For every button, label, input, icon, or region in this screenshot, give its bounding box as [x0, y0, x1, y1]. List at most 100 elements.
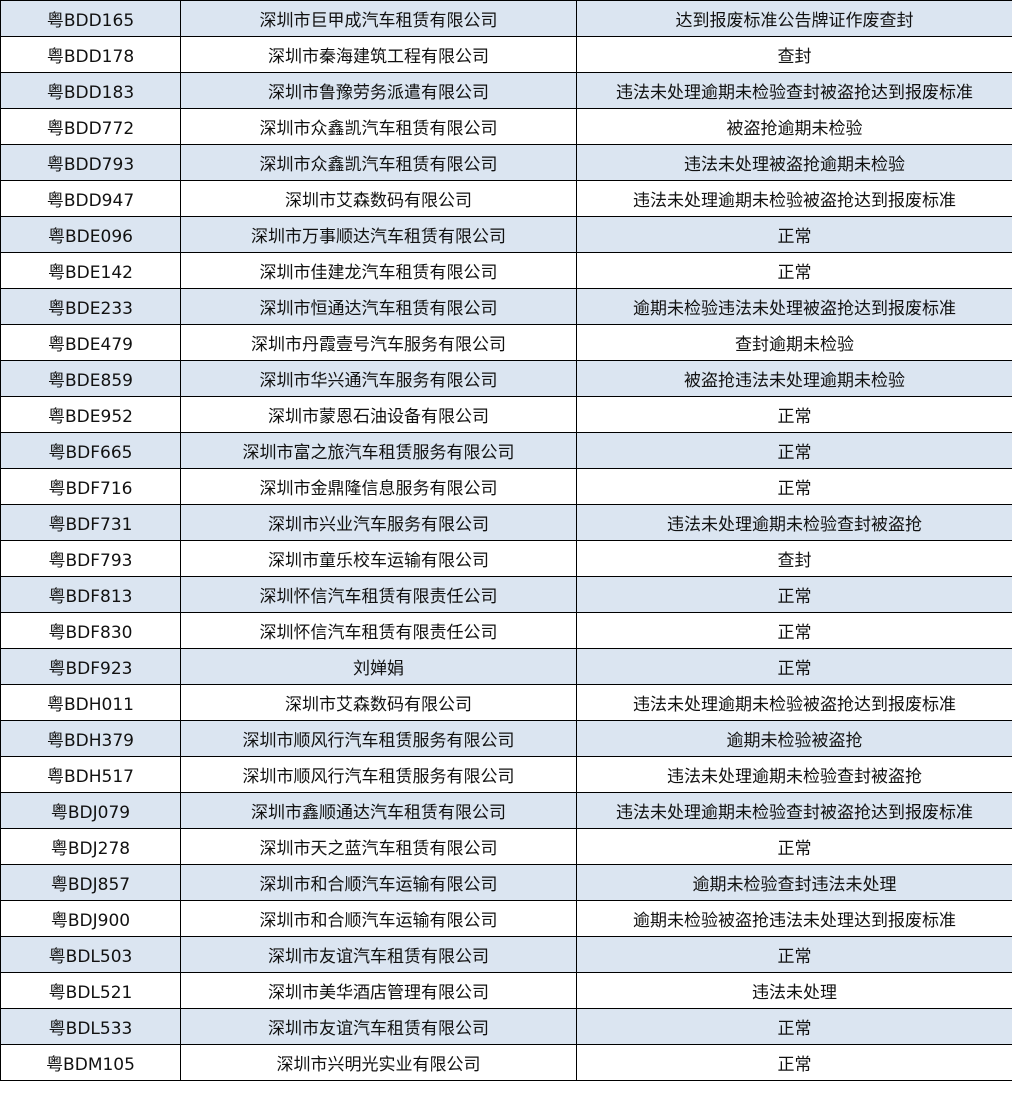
plate-cell: 粤BDJ900 [0, 900, 181, 937]
owner-cell: 深圳市友谊汽车租赁有限公司 [180, 936, 577, 973]
table-row: 粤BDD793 深圳市众鑫凯汽车租赁有限公司 违法未处理被盗抢逾期未检验 [0, 144, 1012, 181]
table-row: 粤BDD165 深圳市巨甲成汽车租赁有限公司 达到报废标准公告牌证作废查封 [0, 0, 1012, 37]
status-cell: 正常 [576, 1008, 1012, 1045]
table-row: 粤BDE859 深圳市华兴通汽车服务有限公司 被盗抢违法未处理逾期未检验 [0, 360, 1012, 397]
table-row: 粤BDL503 深圳市友谊汽车租赁有限公司 正常 [0, 936, 1012, 973]
plate-cell: 粤BDD165 [0, 0, 181, 37]
plate-cell: 粤BDE479 [0, 324, 181, 361]
table-row: 粤BDF731 深圳市兴业汽车服务有限公司 违法未处理逾期未检验查封被盗抢 [0, 504, 1012, 541]
status-cell: 正常 [576, 936, 1012, 973]
status-cell: 逾期未检验违法未处理被盗抢达到报废标准 [576, 288, 1012, 325]
owner-cell: 深圳市丹霞壹号汽车服务有限公司 [180, 324, 577, 361]
owner-cell: 深圳市顺风行汽车租赁服务有限公司 [180, 720, 577, 757]
plate-cell: 粤BDE859 [0, 360, 181, 397]
owner-cell: 深圳市佳建龙汽车租赁有限公司 [180, 252, 577, 289]
status-cell: 正常 [576, 612, 1012, 649]
status-cell: 正常 [576, 468, 1012, 505]
table-row: 粤BDH379 深圳市顺风行汽车租赁服务有限公司 逾期未检验被盗抢 [0, 720, 1012, 757]
plate-cell: 粤BDH011 [0, 684, 181, 721]
table-row: 粤BDM105 深圳市兴明光实业有限公司 正常 [0, 1044, 1012, 1081]
owner-cell: 深圳市天之蓝汽车租赁有限公司 [180, 828, 577, 865]
plate-cell: 粤BDF813 [0, 576, 181, 613]
status-cell: 违法未处理逾期未检验被盗抢达到报废标准 [576, 180, 1012, 217]
table-row: 粤BDF830 深圳怀信汽车租赁有限责任公司 正常 [0, 612, 1012, 649]
plate-cell: 粤BDD772 [0, 108, 181, 145]
status-cell: 查封逾期未检验 [576, 324, 1012, 361]
status-cell: 违法未处理逾期未检验查封被盗抢 [576, 756, 1012, 793]
owner-cell: 深圳市和合顺汽车运输有限公司 [180, 864, 577, 901]
plate-cell: 粤BDD183 [0, 72, 181, 109]
plate-cell: 粤BDD947 [0, 180, 181, 217]
plate-cell: 粤BDL503 [0, 936, 181, 973]
status-cell: 正常 [576, 576, 1012, 613]
status-cell: 逾期未检验被盗抢 [576, 720, 1012, 757]
table-row: 粤BDJ857 深圳市和合顺汽车运输有限公司 逾期未检验查封违法未处理 [0, 864, 1012, 901]
status-cell: 逾期未检验被盗抢违法未处理达到报废标准 [576, 900, 1012, 937]
plate-cell: 粤BDF665 [0, 432, 181, 469]
owner-cell: 深圳市美华酒店管理有限公司 [180, 972, 577, 1009]
status-cell: 正常 [576, 648, 1012, 685]
table-row: 粤BDJ900 深圳市和合顺汽车运输有限公司 逾期未检验被盗抢违法未处理达到报废标准 [0, 900, 1012, 937]
status-cell: 正常 [576, 432, 1012, 469]
plate-cell: 粤BDE952 [0, 396, 181, 433]
table-row: 粤BDL533 深圳市友谊汽车租赁有限公司 正常 [0, 1008, 1012, 1045]
owner-cell: 深圳市兴明光实业有限公司 [180, 1044, 577, 1081]
table-row: 粤BDJ079 深圳市鑫顺通达汽车租赁有限公司 违法未处理逾期未检验查封被盗抢达到报… [0, 792, 1012, 829]
table-row: 粤BDF793 深圳市童乐校车运输有限公司 查封 [0, 540, 1012, 577]
plate-cell: 粤BDE233 [0, 288, 181, 325]
plate-cell: 粤BDJ079 [0, 792, 181, 829]
table-row: 粤BDE479 深圳市丹霞壹号汽车服务有限公司 查封逾期未检验 [0, 324, 1012, 361]
table-row: 粤BDH517 深圳市顺风行汽车租赁服务有限公司 违法未处理逾期未检验查封被盗抢 [0, 756, 1012, 793]
plate-cell: 粤BDJ278 [0, 828, 181, 865]
owner-cell: 深圳市众鑫凯汽车租赁有限公司 [180, 144, 577, 181]
plate-cell: 粤BDH517 [0, 756, 181, 793]
status-cell: 正常 [576, 1044, 1012, 1081]
plate-cell: 粤BDM105 [0, 1044, 181, 1081]
status-cell: 逾期未检验查封违法未处理 [576, 864, 1012, 901]
table-row: 粤BDL521 深圳市美华酒店管理有限公司 违法未处理 [0, 972, 1012, 1009]
owner-cell: 深圳市富之旅汽车租赁服务有限公司 [180, 432, 577, 469]
status-cell: 查封 [576, 540, 1012, 577]
table-row: 粤BDD947 深圳市艾森数码有限公司 违法未处理逾期未检验被盗抢达到报废标准 [0, 180, 1012, 217]
table-row: 粤BDE096 深圳市万事顺达汽车租赁有限公司 正常 [0, 216, 1012, 253]
plate-cell: 粤BDF731 [0, 504, 181, 541]
owner-cell: 深圳市众鑫凯汽车租赁有限公司 [180, 108, 577, 145]
table-row: 粤BDE233 深圳市恒通达汽车租赁有限公司 逾期未检验违法未处理被盗抢达到报废标准 [0, 288, 1012, 325]
owner-cell: 深圳市童乐校车运输有限公司 [180, 540, 577, 577]
table-row: 粤BDH011 深圳市艾森数码有限公司 违法未处理逾期未检验被盗抢达到报废标准 [0, 684, 1012, 721]
owner-cell: 深圳市万事顺达汽车租赁有限公司 [180, 216, 577, 253]
status-cell: 正常 [576, 252, 1012, 289]
owner-cell: 深圳怀信汽车租赁有限责任公司 [180, 576, 577, 613]
plate-cell: 粤BDD178 [0, 36, 181, 73]
status-cell: 正常 [576, 216, 1012, 253]
plate-cell: 粤BDE096 [0, 216, 181, 253]
status-cell: 违法未处理逾期未检验查封被盗抢达到报废标准 [576, 792, 1012, 829]
status-cell: 正常 [576, 828, 1012, 865]
status-cell: 违法未处理 [576, 972, 1012, 1009]
status-cell: 正常 [576, 396, 1012, 433]
owner-cell: 深圳市友谊汽车租赁有限公司 [180, 1008, 577, 1045]
status-cell: 违法未处理逾期未检验查封被盗抢达到报废标准 [576, 72, 1012, 109]
status-cell: 违法未处理逾期未检验被盗抢达到报废标准 [576, 684, 1012, 721]
table-row: 粤BDD772 深圳市众鑫凯汽车租赁有限公司 被盗抢逾期未检验 [0, 108, 1012, 145]
owner-cell: 深圳市艾森数码有限公司 [180, 180, 577, 217]
status-cell: 违法未处理被盗抢逾期未检验 [576, 144, 1012, 181]
plate-cell: 粤BDE142 [0, 252, 181, 289]
plate-cell: 粤BDD793 [0, 144, 181, 181]
owner-cell: 深圳市华兴通汽车服务有限公司 [180, 360, 577, 397]
owner-cell: 深圳怀信汽车租赁有限责任公司 [180, 612, 577, 649]
owner-cell: 深圳市恒通达汽车租赁有限公司 [180, 288, 577, 325]
owner-cell: 刘婵娟 [180, 648, 577, 685]
plate-cell: 粤BDF716 [0, 468, 181, 505]
owner-cell: 深圳市巨甲成汽车租赁有限公司 [180, 0, 577, 37]
plate-cell: 粤BDF793 [0, 540, 181, 577]
vehicle-table: 粤BDD165 深圳市巨甲成汽车租赁有限公司 达到报废标准公告牌证作废查封 粤BDD1… [0, 0, 1012, 1081]
table-row: 粤BDF923 刘婵娟 正常 [0, 648, 1012, 685]
status-cell: 查封 [576, 36, 1012, 73]
owner-cell: 深圳市和合顺汽车运输有限公司 [180, 900, 577, 937]
status-cell: 被盗抢逾期未检验 [576, 108, 1012, 145]
table-row: 粤BDE952 深圳市蒙恩石油设备有限公司 正常 [0, 396, 1012, 433]
owner-cell: 深圳市兴业汽车服务有限公司 [180, 504, 577, 541]
owner-cell: 深圳市蒙恩石油设备有限公司 [180, 396, 577, 433]
